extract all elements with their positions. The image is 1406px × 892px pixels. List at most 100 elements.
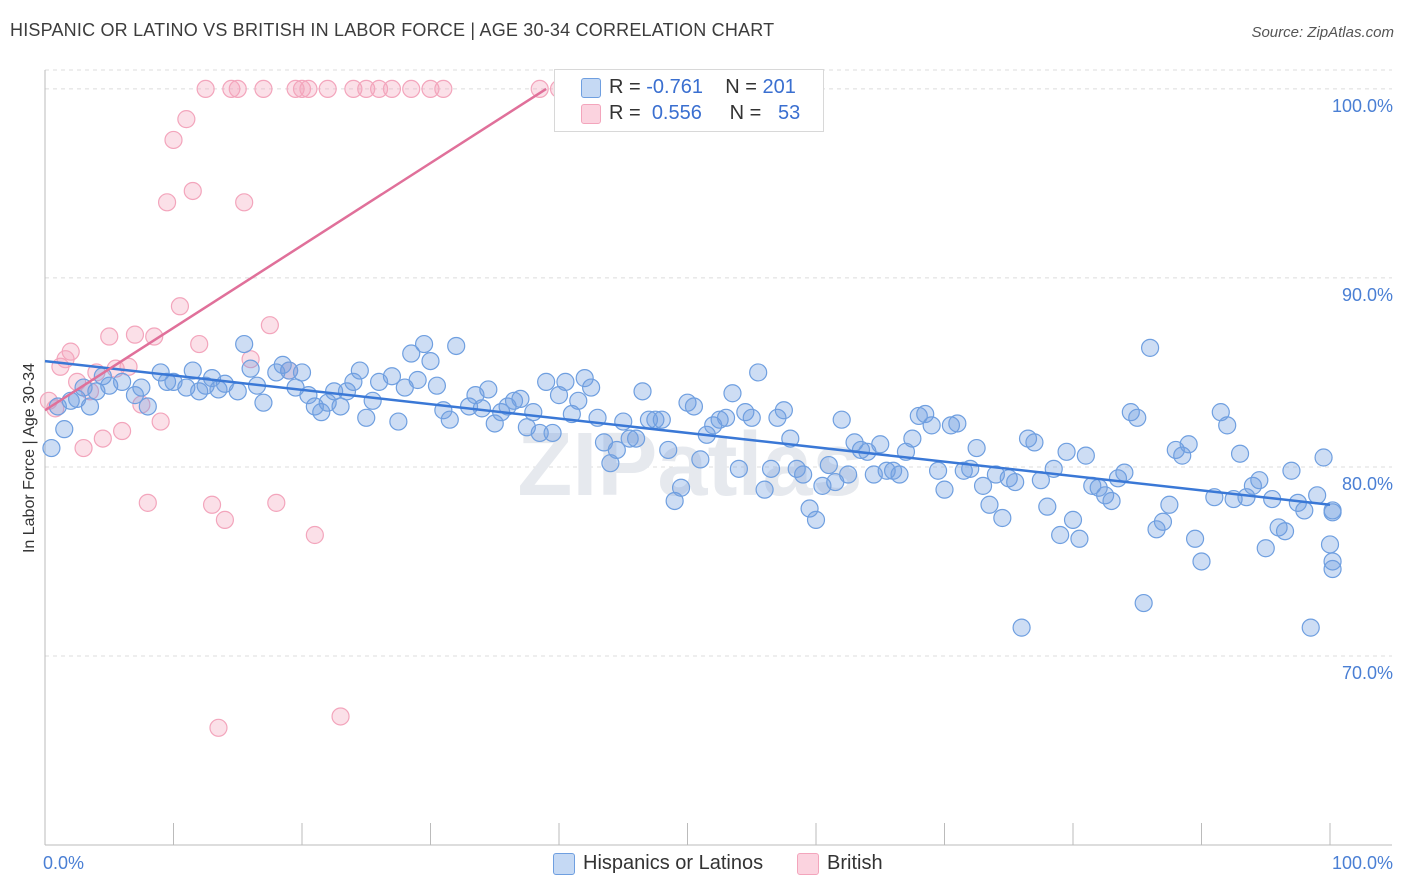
hispanic-point <box>1308 486 1327 505</box>
hispanic-point <box>402 344 421 363</box>
hispanic-point <box>755 480 774 499</box>
y-tick-label: 100.0% <box>1332 96 1393 116</box>
british-point <box>196 79 215 99</box>
british-point <box>164 130 183 150</box>
y-tick-label: 90.0% <box>1342 285 1393 305</box>
hispanic-point <box>710 410 729 429</box>
hispanic-point <box>716 408 736 427</box>
hispanic-point <box>916 404 935 424</box>
hispanic-point <box>575 369 594 388</box>
british-point <box>74 438 93 458</box>
chart-source: Source: ZipAtlas.com <box>1251 24 1394 41</box>
hispanic-point <box>344 372 363 391</box>
hispanic-point <box>993 508 1012 528</box>
british-point <box>530 79 549 99</box>
hispanic-point <box>903 429 922 448</box>
legend-r-label: R = <box>609 102 641 124</box>
hispanic-point <box>485 414 504 433</box>
hispanic-point <box>1218 416 1237 435</box>
hispanic-point <box>312 403 331 422</box>
hispanic-point <box>414 334 434 354</box>
legend-n-value: 201 <box>762 76 796 98</box>
hispanic-point <box>440 410 459 429</box>
hispanic-point <box>504 391 524 410</box>
hispanic-point <box>228 382 247 401</box>
hispanic-point <box>871 435 890 454</box>
hispanic-point <box>511 389 530 409</box>
hispanic-point <box>1147 520 1166 539</box>
hispanic-point <box>55 420 74 439</box>
hispanic-point <box>408 370 427 390</box>
hispanic-point <box>749 363 768 382</box>
hispanic-point <box>1128 408 1147 427</box>
british-point <box>318 79 337 99</box>
hispanic-point <box>1320 535 1340 554</box>
hispanic-point <box>928 461 948 480</box>
hispanic-point <box>1051 525 1070 545</box>
hispanic-point <box>1076 446 1095 465</box>
british-point <box>183 181 202 201</box>
british-point <box>382 79 402 99</box>
hispanic-point <box>421 351 440 371</box>
hispanic-point <box>42 438 61 458</box>
hispanic-point <box>1102 491 1121 511</box>
hispanic-point <box>819 455 838 475</box>
british-point <box>125 325 145 344</box>
hispanic-point <box>1295 501 1314 520</box>
legend-n-label: N = <box>725 76 757 98</box>
hispanic-point <box>350 361 369 380</box>
british-point <box>305 525 324 545</box>
hispanic-point <box>935 480 954 499</box>
x-tick-label: 100.0% <box>1332 853 1393 873</box>
hispanic-point <box>1070 529 1089 548</box>
hispanic-point <box>1025 433 1044 452</box>
hispanic-point <box>633 382 652 401</box>
hispanic-point <box>1012 618 1031 637</box>
legend-r-value: 0.556 <box>651 102 702 124</box>
british-point <box>370 79 389 99</box>
british-point <box>93 429 112 448</box>
british-point <box>170 297 190 316</box>
axes <box>44 70 1392 846</box>
british-point <box>241 350 260 369</box>
hispanic-point <box>729 459 749 478</box>
hispanic-point <box>1230 444 1250 463</box>
legend-r-value: -0.761 <box>646 76 703 98</box>
british-point <box>112 421 132 441</box>
legend-r-label: R = <box>609 76 641 98</box>
hispanic-point <box>1115 463 1134 482</box>
x-tick-label: 0.0% <box>43 853 84 873</box>
hispanic-point <box>1140 338 1160 357</box>
stats-legend: R = -0.761 N = 201 R = 0.556 N = 53 <box>554 69 824 132</box>
hispanic-point <box>684 397 704 416</box>
hispanic-point <box>941 416 961 435</box>
hispanic-point <box>241 359 260 378</box>
hispanic-point <box>832 410 851 429</box>
hispanic-point <box>543 423 562 443</box>
british-point <box>157 193 177 212</box>
british-point <box>151 412 170 431</box>
hispanic-point <box>1173 446 1192 465</box>
legend-n-label: N = <box>729 102 762 124</box>
hispanic-point <box>1134 593 1153 613</box>
bottom-legend-label-hispanic: Hispanics or Latinos <box>583 852 764 874</box>
hispanic-point <box>1006 472 1025 492</box>
legend-swatch-hispanic <box>581 78 601 98</box>
british-point <box>145 327 164 346</box>
hispanic-point <box>530 423 549 443</box>
hispanic-point <box>447 336 466 356</box>
hispanic-point <box>671 478 691 497</box>
hispanic-point <box>1192 552 1211 571</box>
hispanic-point <box>1301 618 1320 637</box>
legend-n-value: 53 <box>778 102 801 124</box>
british-point <box>138 493 157 512</box>
hispanic-point <box>1179 435 1198 454</box>
hispanic-point <box>183 361 202 380</box>
chart-title: HISPANIC OR LATINO VS BRITISH IN LABOR F… <box>10 20 775 40</box>
bottom-legend-swatch-hispanic <box>553 853 575 875</box>
hispanic-points <box>42 334 1342 637</box>
hispanic-point <box>659 440 678 460</box>
hispanic-point <box>157 372 177 391</box>
british-point <box>100 327 119 346</box>
watermark: ZIPatlas <box>517 415 862 515</box>
